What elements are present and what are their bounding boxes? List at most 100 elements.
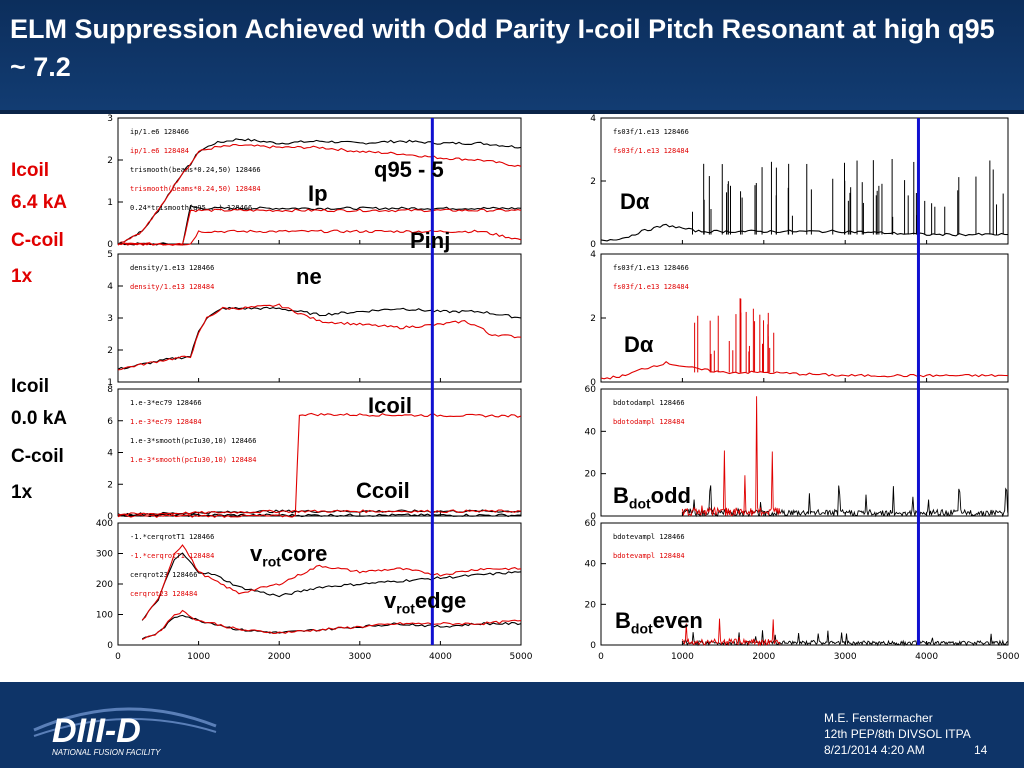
x-tick-label-right-4-5: 5000 [997, 652, 1020, 662]
vrot-edge-word: edge [414, 588, 467, 613]
annotation-vrot-edge: vrotedge [384, 588, 466, 616]
vrot-sub: rot [262, 553, 281, 570]
x-tick-label-right-4-4: 4000 [915, 652, 938, 662]
annotation-vrot-core: vrotcore [250, 541, 327, 569]
x-tick-label-right-4-3: 3000 [834, 652, 857, 662]
legend-entry-right-2-1: fs03f/1.e13 128484 [613, 283, 689, 291]
x-tick-label-left-4-5: 5000 [510, 652, 533, 662]
y-tick-label-left-4-3: 300 [96, 550, 113, 560]
series-bdot-odd-128466 [681, 485, 1009, 518]
x-tick-label-left-4-2: 2000 [268, 652, 291, 662]
side-label-mult-upper: 1x [11, 266, 33, 287]
series-q95-128484 [117, 229, 522, 246]
legend-entry-left-1-3: trismooth(beams*0.24,50) 128484 [130, 185, 261, 193]
y-tick-label-right-4-3: 60 [585, 519, 597, 529]
series-density-128466 [117, 306, 522, 370]
y-tick-label-left-1-1: 1 [107, 198, 113, 208]
page-number: 14 [974, 743, 988, 757]
y-tick-label-right-1-0: 0 [590, 240, 596, 250]
bdot-odd-word: odd [650, 483, 691, 508]
plot-frame-left-1 [117, 117, 522, 245]
series-pinj-128484 [117, 208, 522, 246]
y-tick-label-left-3-2: 4 [107, 449, 113, 459]
series-edge-128466 [141, 614, 522, 640]
y-tick-label-left-2-4: 5 [107, 250, 113, 260]
legend-entry-left-2-0: density/1.e13 128466 [130, 264, 214, 272]
y-tick-label-right-3-3: 60 [585, 385, 597, 395]
annotation-bdot-odd: Bdotodd [613, 483, 691, 511]
y-tick-label-left-4-0: 0 [107, 641, 113, 651]
series-edge-128484 [141, 609, 522, 641]
logo-subtext: NATIONAL FUSION FACILITY [52, 748, 161, 757]
legend-entry-right-2-0: fs03f/1.e13 128466 [613, 264, 689, 272]
plot-frame-right-2 [600, 253, 1009, 383]
series-ccoil-128484 [117, 509, 522, 516]
x-tick-label-left-4-1: 1000 [187, 652, 210, 662]
vrot-core-word: core [280, 541, 328, 566]
series-dalpha-128466 [600, 223, 1009, 242]
legend-entry-left-4-0: -1.*cerqrotT1 128466 [130, 533, 214, 541]
series-ip-128466 [117, 138, 522, 245]
y-tick-label-left-3-1: 2 [107, 480, 113, 490]
logo-text: DIII-D [52, 712, 141, 750]
x-tick-label-right-4-0: 0 [598, 652, 604, 662]
annotation-pinj: Pinj [410, 228, 451, 253]
y-tick-label-right-2-0: 0 [590, 378, 596, 388]
legend-entry-right-3-0: bdotodampl 128466 [613, 399, 685, 407]
annotation-icoil: Icoil [368, 393, 413, 418]
side-label-mult-lower: 1x [11, 482, 33, 503]
legend-entry-left-1-2: trismooth(beams*0.24,50) 128466 [130, 166, 261, 174]
annotation-ne: ne [296, 264, 322, 289]
side-label-icoil-upper: Icoil [11, 160, 50, 181]
series-icoil-128484 [117, 412, 522, 518]
y-tick-label-right-2-2: 4 [590, 250, 596, 260]
legend-entry-left-2-1: density/1.e13 128484 [130, 283, 214, 291]
y-tick-label-left-1-2: 2 [107, 156, 113, 166]
annotation-dalpha-lower: Dα [624, 332, 654, 357]
y-tick-label-left-2-0: 1 [107, 378, 113, 388]
y-tick-label-left-3-3: 6 [107, 417, 113, 427]
x-tick-label-right-4-1: 1000 [671, 652, 694, 662]
legend-entry-left-3-1: 1.e-3*ec79 128484 [130, 418, 202, 426]
footer-meeting: 12th PEP/8th DIVSOL ITPA [824, 727, 971, 741]
legend-entry-right-1-0: fs03f/1.e13 128466 [613, 128, 689, 136]
annotation-bdot-even: Bdoteven [615, 608, 703, 636]
annotation-ip: Ip [308, 181, 328, 206]
side-label-icoil-lower: Icoil [11, 376, 50, 397]
legend-entry-left-3-0: 1.e-3*ec79 128466 [130, 399, 202, 407]
series-ip-128484 [117, 144, 522, 246]
legend-entry-left-3-2: 1.e-3*smooth(pcIu30,10) 128466 [130, 437, 256, 445]
y-tick-label-right-4-1: 20 [585, 600, 597, 610]
y-tick-label-left-3-4: 8 [107, 385, 113, 395]
y-tick-label-left-2-1: 2 [107, 346, 113, 356]
annotation-ccoil: Ccoil [356, 478, 410, 503]
legend-entry-right-3-1: bdotodampl 128484 [613, 418, 685, 426]
series-bdot-even-128484 [681, 618, 781, 647]
footer-author: M.E. Fenstermacher [824, 711, 933, 725]
y-tick-label-right-1-2: 4 [590, 114, 596, 124]
series-bdot-odd-128484 [681, 396, 781, 517]
title-bar: ELM Suppression Achieved with Odd Parity… [0, 0, 1024, 114]
x-tick-label-left-4-3: 3000 [348, 652, 371, 662]
y-tick-label-left-4-4: 400 [96, 519, 113, 529]
x-tick-label-left-4-0: 0 [115, 652, 121, 662]
vrot-sub-2: rot [396, 600, 415, 617]
annotation-dalpha-upper: Dα [620, 189, 650, 214]
y-tick-label-right-3-0: 0 [590, 512, 596, 522]
footer-bar: DIII-D NATIONAL FUSION FACILITY M.E. Fen… [0, 682, 1024, 768]
time-trace-plots: 0 1 2 3 ip/1.e6 128466 ip/1.e6 128484 trismoot… [96, 114, 1020, 662]
diii-d-logo: DIII-D NATIONAL FUSION FACILITY [33, 707, 217, 757]
y-tick-label-right-3-1: 20 [585, 470, 597, 480]
y-tick-label-left-2-3: 4 [107, 282, 113, 292]
series-core-128466 [141, 552, 522, 621]
plot-frame-left-3 [117, 388, 522, 517]
series-core-128484 [141, 544, 522, 621]
side-label-current-lower: 0.0 kA [11, 408, 67, 429]
bdot-even-word: even [652, 608, 703, 633]
bdot-sub-2: dot [630, 620, 653, 637]
footer-date: 8/21/2014 4:20 AM [824, 743, 925, 757]
legend-entry-left-4-3: cerqrot23 128484 [130, 590, 197, 598]
side-label-ccoil-lower: C-coil [11, 446, 64, 467]
y-tick-label-right-4-0: 0 [590, 641, 596, 651]
y-tick-label-left-2-2: 3 [107, 314, 113, 324]
